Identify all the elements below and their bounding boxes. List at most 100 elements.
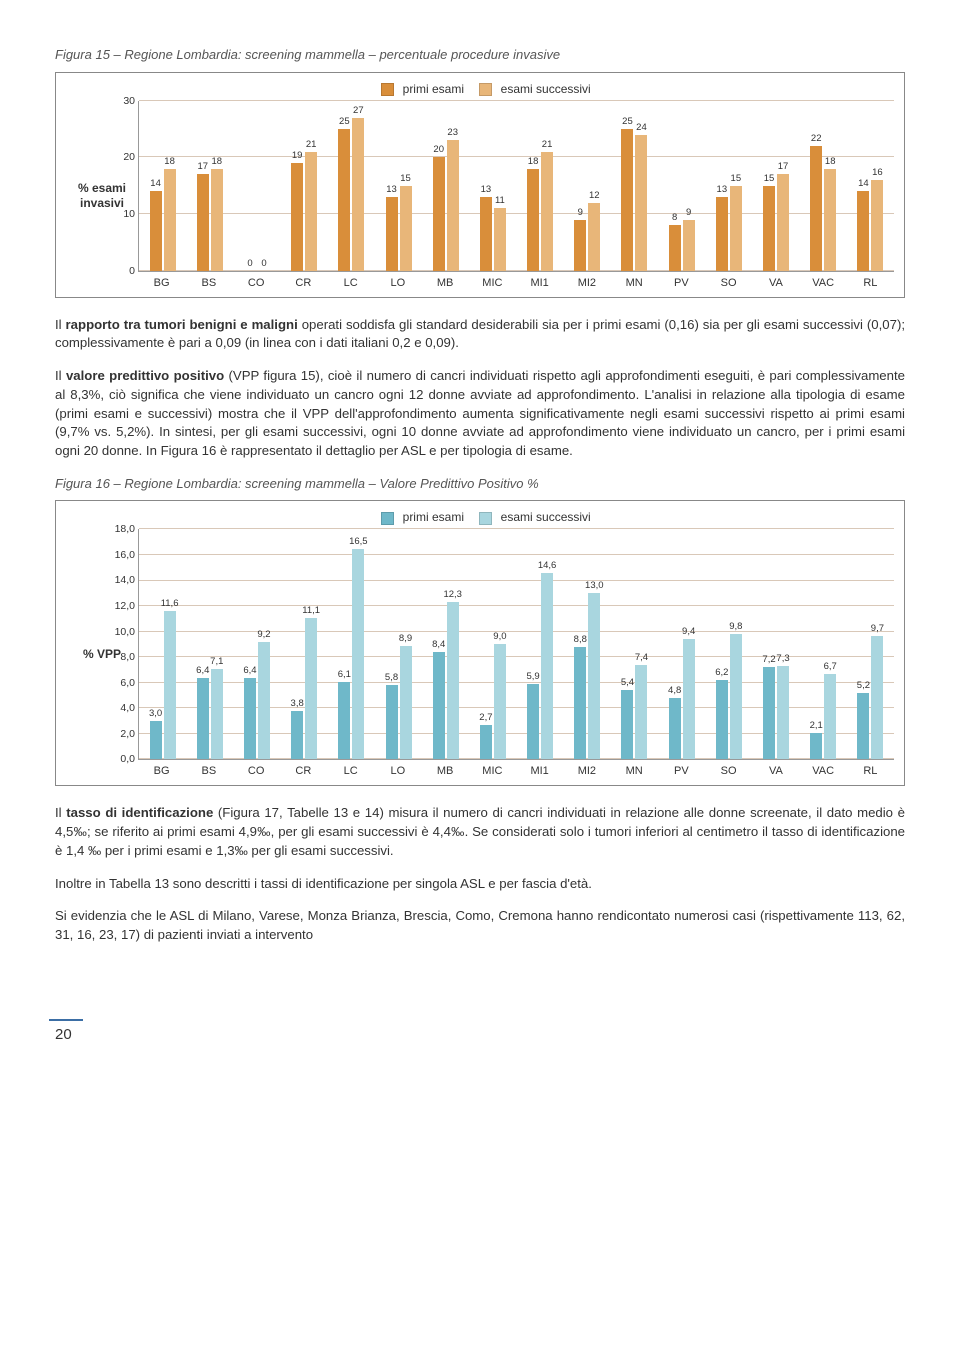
- legend-swatch-succ-16: [479, 512, 492, 525]
- bar-value-label: 3,8: [291, 698, 304, 711]
- chart-category: 3,011,6: [139, 529, 186, 759]
- bar-value-label: 23: [447, 127, 458, 140]
- bar-succ: 15: [400, 186, 412, 271]
- bar-succ: 16: [871, 180, 883, 271]
- bar-primi: 17: [197, 174, 209, 270]
- chart-category: 6,49,2: [233, 529, 280, 759]
- bar-succ: 9,0: [494, 644, 506, 759]
- legend-label-primi: primi esami: [403, 82, 464, 96]
- bar-value-label: 6,4: [196, 665, 209, 678]
- bar-value-label: 18: [164, 156, 175, 169]
- x-tick-label: SO: [705, 764, 752, 779]
- x-tick-label: BS: [185, 276, 232, 291]
- bar-value-label: 14: [858, 178, 869, 191]
- bar-primi: 9: [574, 220, 586, 271]
- x-tick-label: BG: [138, 764, 185, 779]
- chart-category: 2527: [328, 101, 375, 271]
- legend-label-succ-16: esami successivi: [501, 510, 591, 524]
- paragraph-rapporto: Il rapporto tra tumori benigni e maligni…: [55, 316, 905, 353]
- chart-category: 89: [658, 101, 705, 271]
- bar-primi: 6,2: [716, 680, 728, 759]
- bar-succ: 7,3: [777, 666, 789, 759]
- bar-value-label: 25: [339, 116, 350, 129]
- chart-category: 6,116,5: [328, 529, 375, 759]
- chart-category: 8,813,0: [564, 529, 611, 759]
- x-tick-label: CO: [233, 276, 280, 291]
- figure-15-title: Figura 15 – Regione Lombardia: screening…: [55, 46, 905, 64]
- bar-primi: 18: [527, 169, 539, 271]
- y-tick: 12,0: [109, 599, 135, 613]
- x-tick-label: BG: [138, 276, 185, 291]
- figure-15-ylabel: % esami invasivi: [66, 101, 138, 291]
- bar-value-label: 18: [211, 156, 222, 169]
- y-tick: 0,0: [109, 752, 135, 766]
- bar-value-label: 16,5: [349, 536, 368, 549]
- chart-category: 1418: [139, 101, 186, 271]
- chart-category: 1821: [517, 101, 564, 271]
- bar-value-label: 9,0: [493, 631, 506, 644]
- chart-category: 3,811,1: [281, 529, 328, 759]
- bar-primi: 8,4: [433, 652, 445, 759]
- bar-succ: 9,7: [871, 636, 883, 760]
- legend-label-primi-16: primi esami: [403, 510, 464, 524]
- bar-value-label: 13: [717, 184, 728, 197]
- bar-succ: 13,0: [588, 593, 600, 759]
- bar-primi: 2,7: [480, 725, 492, 760]
- y-tick: 4,0: [109, 701, 135, 715]
- x-tick-label: SO: [705, 276, 752, 291]
- y-tick: 30: [109, 94, 135, 108]
- bar-succ: 21: [541, 152, 553, 271]
- bar-succ: 14,6: [541, 573, 553, 760]
- bar-value-label: 15: [764, 173, 775, 186]
- x-tick-label: MN: [611, 276, 658, 291]
- bar-succ: 27: [352, 118, 364, 271]
- bar-succ: 6,7: [824, 674, 836, 760]
- bar-succ: 9: [683, 220, 695, 271]
- x-tick-label: LC: [327, 764, 374, 779]
- bar-value-label: 6,2: [715, 667, 728, 680]
- bar-primi: 14: [857, 191, 869, 270]
- x-tick-label: MN: [611, 764, 658, 779]
- chart-category: 1311: [469, 101, 516, 271]
- bar-value-label: 6,1: [338, 669, 351, 682]
- y-tick: 10,0: [109, 625, 135, 639]
- ylabel-line-1: % esami: [78, 181, 126, 195]
- x-tick-label: MI2: [563, 276, 610, 291]
- chart-category: 7,27,3: [752, 529, 799, 759]
- bar-value-label: 8,8: [574, 634, 587, 647]
- chart-category: 6,47,1: [186, 529, 233, 759]
- bar-primi: 8: [669, 225, 681, 270]
- bar-value-label: 2,1: [810, 720, 823, 733]
- bar-succ: 17: [777, 174, 789, 270]
- bar-value-label: 7,3: [776, 653, 789, 666]
- bar-value-label: 18: [528, 156, 539, 169]
- y-tick: 10: [109, 207, 135, 221]
- x-tick-label: LC: [327, 276, 374, 291]
- chart-category: 2,16,7: [800, 529, 847, 759]
- paragraph-tabella13: Inoltre in Tabella 13 sono descritti i t…: [55, 875, 905, 894]
- x-tick-label: VAC: [800, 764, 847, 779]
- x-tick-label: MB: [422, 764, 469, 779]
- x-tick-label: LO: [374, 764, 421, 779]
- chart-category: 4,89,4: [658, 529, 705, 759]
- bar-succ: 18: [211, 169, 223, 271]
- y-tick: 0: [109, 264, 135, 278]
- bar-value-label: 12,3: [443, 589, 462, 602]
- bar-value-label: 17: [197, 161, 208, 174]
- x-tick-label: CR: [280, 764, 327, 779]
- x-tick-label: MI1: [516, 764, 563, 779]
- bar-primi: 8,8: [574, 647, 586, 759]
- bar-succ: 16,5: [352, 549, 364, 760]
- bar-succ: 7,4: [635, 665, 647, 760]
- bar-value-label: 3,0: [149, 708, 162, 721]
- bar-primi: 3,8: [291, 711, 303, 760]
- bar-value-label: 9,4: [682, 626, 695, 639]
- bar-primi: 25: [338, 129, 350, 271]
- bar-value-label: 17: [778, 161, 789, 174]
- bar-value-label: 5,9: [526, 671, 539, 684]
- bar-value-label: 8,4: [432, 639, 445, 652]
- chart-category: 2023: [422, 101, 469, 271]
- chart-category: 5,88,9: [375, 529, 422, 759]
- chart-category: 2218: [800, 101, 847, 271]
- chart-category: 5,29,7: [847, 529, 894, 759]
